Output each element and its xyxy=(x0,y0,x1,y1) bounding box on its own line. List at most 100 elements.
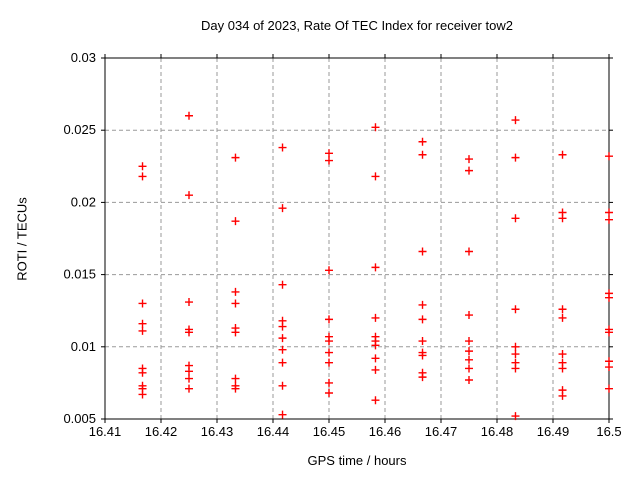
data-point-marker xyxy=(418,351,427,360)
data-point-marker xyxy=(418,150,427,159)
data-point-marker xyxy=(558,364,567,373)
plot-border xyxy=(104,57,610,420)
data-point-marker xyxy=(325,389,333,398)
data-point-marker xyxy=(511,116,520,125)
data-point-marker xyxy=(138,172,147,181)
data-point-marker xyxy=(511,153,520,162)
data-point-marker xyxy=(185,374,193,383)
data-point-marker xyxy=(511,342,520,351)
y-tick-label: 0.01 xyxy=(71,339,96,354)
data-point-marker xyxy=(371,313,380,322)
data-point-marker xyxy=(185,298,193,307)
data-point-marker xyxy=(418,315,427,324)
data-point-marker xyxy=(511,350,520,359)
data-point-marker xyxy=(138,368,147,377)
data-point-marker xyxy=(185,328,193,337)
data-point-marker xyxy=(371,365,380,374)
data-point-marker xyxy=(325,315,333,324)
data-point-marker xyxy=(371,341,380,350)
x-tick-label: 16.45 xyxy=(313,424,346,439)
data-point-marker xyxy=(465,166,473,175)
data-point-marker xyxy=(325,156,333,165)
data-point-marker xyxy=(465,347,473,356)
data-point-marker xyxy=(325,348,333,357)
data-point-marker xyxy=(465,247,473,256)
data-point-marker xyxy=(185,384,193,393)
data-point-marker xyxy=(465,364,473,373)
data-point-marker xyxy=(278,381,287,390)
data-point-marker xyxy=(558,350,567,359)
y-tick-labels: 0.005 0.01 0.015 0.02 0.025 0.03 xyxy=(63,50,96,426)
x-tick-label: 16.49 xyxy=(537,424,570,439)
data-point-marker xyxy=(371,123,380,132)
data-point-marker xyxy=(465,337,473,346)
data-point-marker xyxy=(605,208,613,217)
data-point-marker xyxy=(185,367,193,376)
data-point-marker xyxy=(371,263,380,272)
data-point-marker xyxy=(231,287,240,296)
data-point-marker xyxy=(418,300,427,309)
data-point-marker xyxy=(231,299,240,308)
data-point-marker xyxy=(465,311,473,320)
data-point-marker xyxy=(278,143,287,152)
data-point-marker xyxy=(278,334,287,343)
data-point-marker xyxy=(605,363,613,372)
data-point-marker xyxy=(418,373,427,382)
data-point-marker xyxy=(558,391,567,400)
data-point-marker xyxy=(511,412,520,421)
data-point-marker xyxy=(558,313,567,322)
data-point-marker xyxy=(605,152,613,161)
chart-title: Day 034 of 2023, Rate Of TEC Index for r… xyxy=(201,18,513,33)
data-point-marker xyxy=(278,280,287,289)
data-point-marker xyxy=(558,305,567,314)
y-tick-label: 0.025 xyxy=(63,122,96,137)
gridlines xyxy=(105,58,609,419)
data-point-marker xyxy=(371,172,380,181)
data-point-marker xyxy=(325,266,333,275)
data-point-marker xyxy=(231,217,240,226)
data-point-marker xyxy=(465,376,473,385)
data-point-marker xyxy=(278,204,287,213)
tick-marks xyxy=(101,54,613,423)
data-point-marker xyxy=(418,247,427,256)
x-tick-labels: 16.41 16.42 16.43 16.44 16.45 16.46 16.47 16.48… xyxy=(89,424,622,439)
data-point-marker xyxy=(371,354,380,363)
data-point-marker xyxy=(278,358,287,367)
data-point-marker xyxy=(278,410,287,419)
data-point-marker xyxy=(231,153,240,162)
x-tick-label: 16.43 xyxy=(201,424,234,439)
data-point-marker xyxy=(185,191,193,200)
x-tick-label: 16.48 xyxy=(481,424,514,439)
data-point-marker xyxy=(138,390,147,399)
data-point-marker xyxy=(138,299,147,308)
data-point-marker xyxy=(325,149,333,158)
y-tick-label: 0.015 xyxy=(63,267,96,282)
data-point-marker xyxy=(605,293,613,302)
data-point-marker xyxy=(605,215,613,224)
x-tick-label: 16.5 xyxy=(596,424,621,439)
data-points xyxy=(138,111,613,421)
data-point-marker xyxy=(558,150,567,159)
data-point-marker xyxy=(511,364,520,373)
x-axis-title: GPS time / hours xyxy=(307,453,407,468)
x-tick-label: 16.44 xyxy=(257,424,290,439)
data-point-marker xyxy=(138,162,147,171)
data-point-marker xyxy=(558,214,567,223)
data-point-marker xyxy=(418,337,427,346)
data-point-marker xyxy=(278,345,287,354)
data-point-marker xyxy=(325,378,333,387)
data-point-marker xyxy=(138,319,147,328)
data-point-marker xyxy=(371,396,380,405)
x-tick-label: 16.41 xyxy=(89,424,122,439)
data-point-marker xyxy=(418,137,427,146)
data-point-marker xyxy=(231,328,240,337)
data-point-marker xyxy=(138,326,147,335)
y-tick-label: 0.03 xyxy=(71,50,96,65)
y-tick-label: 0.005 xyxy=(63,411,96,426)
data-point-marker xyxy=(278,322,287,331)
data-point-marker xyxy=(605,384,613,393)
data-point-marker xyxy=(465,155,473,164)
data-point-marker xyxy=(465,355,473,364)
